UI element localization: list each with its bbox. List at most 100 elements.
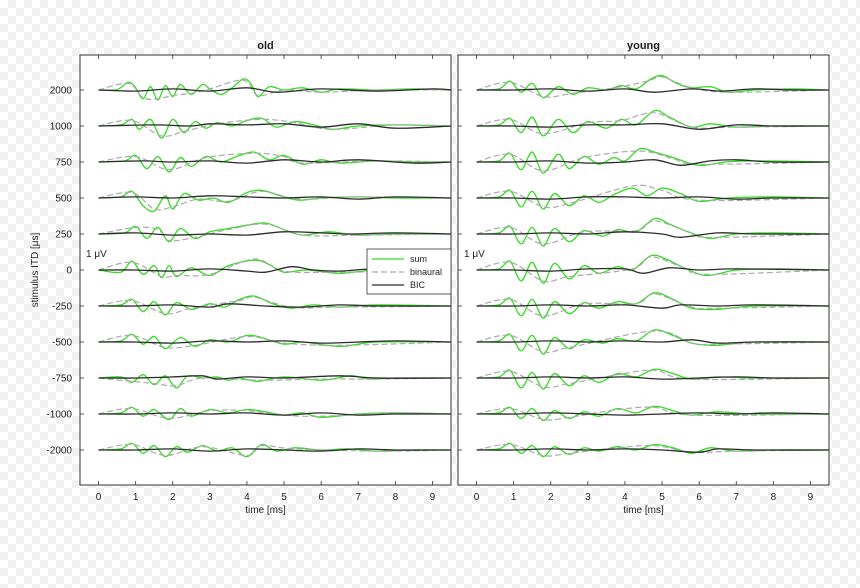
binaural-line (476, 406, 830, 421)
binaural-line (98, 443, 452, 457)
binaural-line (476, 150, 830, 172)
panel-title-young: young (627, 40, 660, 52)
bic-line (98, 231, 452, 236)
legend-label-bic: BIC (410, 280, 426, 290)
binaural-line (98, 334, 452, 349)
y-tick-label: 750 (55, 158, 72, 169)
binaural-line (98, 118, 452, 137)
trace-itd-2000 (476, 74, 830, 99)
sum-line (98, 222, 452, 243)
trace-itd-0 (98, 258, 452, 279)
traces-old (98, 78, 452, 458)
trace-itd--2000 (476, 442, 830, 458)
trace-itd--2000 (98, 442, 452, 458)
bic-line (98, 195, 452, 200)
trace-itd--250 (476, 292, 830, 319)
trace-itd--250 (98, 295, 452, 316)
y-tick-label: -250 (52, 302, 72, 313)
bic-line (476, 448, 830, 453)
sum-line (476, 109, 830, 137)
x-tick-label: 0 (474, 492, 480, 503)
binaural-line (98, 258, 452, 279)
x-tick-label: 2 (170, 492, 176, 503)
trace-itd-250 (98, 222, 452, 243)
x-tick-label: 2 (548, 492, 554, 503)
x-axis-label-old: time [ms] (245, 505, 286, 516)
sum-line (476, 217, 830, 247)
sum-line (476, 442, 830, 458)
binaural-line (98, 79, 452, 100)
binaural-line (476, 75, 830, 98)
bic-line (476, 304, 830, 309)
traces-young (458, 74, 830, 458)
y-tick-label: -750 (52, 374, 72, 385)
x-tick-label: 0 (96, 492, 102, 503)
binaural-line (98, 296, 452, 315)
x-ticks-old: 0 1 2 3 4 5 6 7 8 9 (96, 55, 436, 503)
trace-itd-750 (476, 147, 830, 174)
y-tick-label: 2000 (50, 86, 73, 97)
panel-title-old: old (257, 40, 274, 52)
binaural-line (476, 112, 830, 135)
y-tick-label: -1000 (46, 410, 72, 421)
x-tick-label: 3 (585, 492, 591, 503)
trace-itd-750 (98, 151, 452, 173)
trace-itd-2000 (98, 78, 452, 101)
sum-line (98, 189, 452, 213)
x-tick-label: 6 (318, 492, 324, 503)
trace-itd-250 (476, 217, 830, 247)
binaural-line (476, 184, 830, 209)
x-tick-label: 9 (430, 492, 436, 503)
bic-line (476, 196, 830, 200)
x-tick-label: 8 (771, 492, 777, 503)
y-tick-label: -500 (52, 338, 72, 349)
x-tick-label: 3 (207, 492, 213, 503)
binaural-line (98, 190, 452, 211)
y-tick-label: 500 (55, 194, 72, 205)
x-tick-label: 7 (733, 492, 739, 503)
binaural-line (98, 377, 452, 387)
bic-line (98, 375, 452, 380)
sum-line (98, 406, 452, 421)
y-ticks-old: 2000 1000 750 500 250 0 -250 -500 -750 -1000 -2000 (46, 86, 84, 457)
trace-itd--1000 (98, 406, 452, 421)
sum-line (476, 147, 830, 174)
bic-line (98, 123, 452, 129)
y-tick-label: 250 (55, 230, 72, 241)
binaural-line (476, 293, 830, 317)
bic-line (476, 339, 830, 344)
y-tick-label: 1000 (50, 122, 73, 133)
binaural-line (476, 443, 830, 457)
binaural-line (476, 369, 830, 389)
bic-line (476, 376, 830, 380)
trace-itd--500 (476, 329, 830, 355)
trace-itd-500 (98, 189, 452, 213)
bic-line (476, 122, 830, 130)
x-tick-label: 7 (355, 492, 361, 503)
trace-itd-0 (476, 254, 830, 284)
trace-itd--500 (98, 333, 452, 350)
x-ticks-young: 0 1 2 3 4 5 6 7 8 9 (474, 55, 814, 503)
sum-line (98, 442, 452, 458)
binaural-line (98, 407, 452, 420)
bic-line (476, 159, 830, 166)
bic-line (98, 303, 452, 308)
sum-line (98, 151, 452, 173)
scale-bar-label-old: 1 μV (86, 249, 107, 260)
x-tick-label: 1 (133, 492, 139, 503)
x-axis-label-young: time [ms] (623, 505, 664, 516)
scale-bar-label-young: 1 μV (464, 249, 485, 260)
bic-line (98, 340, 452, 344)
trace-itd-500 (476, 184, 830, 210)
x-tick-label: 5 (659, 492, 665, 503)
legend: sum binaural BIC (366, 248, 452, 295)
bic-line (98, 87, 452, 93)
bic-line (98, 448, 452, 452)
sum-line (476, 187, 830, 210)
trace-itd-1000 (98, 117, 452, 139)
binaural-line (476, 220, 830, 245)
x-tick-label: 9 (808, 492, 814, 503)
bic-line (98, 266, 452, 274)
bic-line (476, 412, 830, 416)
